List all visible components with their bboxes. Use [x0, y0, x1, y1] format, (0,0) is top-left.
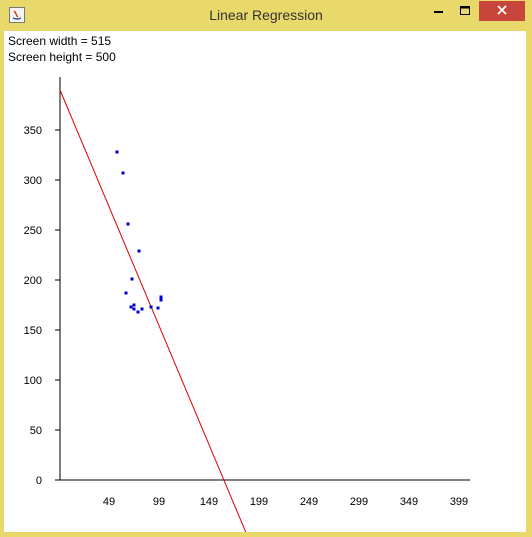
scatter-chart: 49 99 149 199 249 299 349 399 0 50 100 150 200 250 30…: [24, 77, 470, 532]
x-tick-label: 399: [450, 496, 468, 508]
data-point: [140, 307, 144, 311]
x-tick-label: 149: [200, 496, 218, 508]
maximize-icon: [459, 6, 470, 15]
y-tick-label: 100: [24, 375, 42, 387]
x-tick-label: 199: [250, 496, 268, 508]
x-tick-label: 299: [350, 496, 368, 508]
close-icon: [497, 5, 507, 15]
y-tick-label: 0: [36, 475, 42, 487]
data-point: [132, 307, 136, 311]
chart-axes: [59, 77, 470, 481]
minimize-button[interactable]: [426, 4, 452, 22]
data-point: [126, 222, 130, 226]
data-point: [132, 303, 136, 307]
y-tick-label: 200: [24, 275, 42, 287]
data-point: [156, 306, 160, 310]
x-axis-ticks: 49 99 149 199 249 299 349 399: [103, 496, 468, 508]
data-point: [124, 291, 128, 295]
y-tick-label: 300: [24, 175, 42, 187]
regression-line: [59, 89, 247, 532]
title-bar[interactable]: Linear Regression: [0, 0, 532, 31]
y-tick-label: 350: [24, 125, 42, 137]
x-tick-label: 349: [400, 496, 418, 508]
screen-height-label: Screen height = 500: [8, 50, 116, 64]
data-point: [159, 295, 163, 299]
data-point: [121, 171, 125, 175]
data-point: [159, 298, 163, 302]
java-app-icon: [9, 7, 25, 23]
data-point: [149, 305, 153, 309]
regression-line-layer: [59, 89, 247, 532]
y-tick-label: 150: [24, 325, 42, 337]
y-axis-ticks: 0 50 100 150 200 250 300 350: [24, 125, 60, 487]
minimize-icon: [434, 11, 443, 13]
x-tick-label: 49: [103, 496, 115, 508]
maximize-button[interactable]: [452, 4, 478, 22]
x-tick-label: 99: [153, 496, 165, 508]
data-point: [129, 305, 133, 309]
data-point: [130, 277, 134, 281]
screen-width-label: Screen width = 515: [8, 34, 112, 48]
data-point: [137, 249, 141, 253]
close-button[interactable]: [479, 1, 525, 21]
x-tick-label: 249: [300, 496, 318, 508]
data-point: [136, 310, 140, 314]
y-tick-label: 50: [30, 425, 42, 437]
window-title: Linear Regression: [209, 7, 323, 23]
data-point: [115, 150, 119, 154]
data-points: [115, 150, 163, 314]
y-tick-label: 250: [24, 225, 42, 237]
plot-panel: Screen width = 515 Screen height = 500 4…: [4, 31, 526, 532]
